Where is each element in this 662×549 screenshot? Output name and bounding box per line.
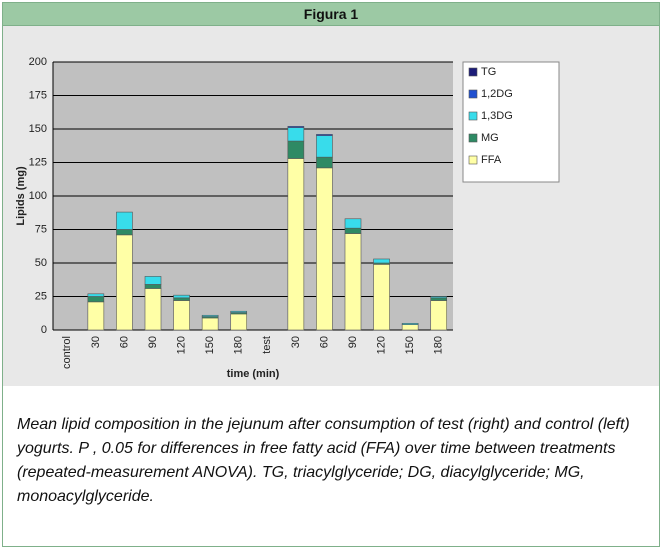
legend-box [462, 61, 560, 183]
y-axis-label: Lipids (mg) [15, 166, 27, 226]
bar-segment [173, 294, 190, 299]
x-tick-label: 120 [175, 336, 187, 354]
bar-segment [87, 301, 105, 331]
x-tick-label: 60 [118, 336, 130, 348]
bar-segment [201, 317, 219, 331]
x-tick-label: control [61, 336, 73, 369]
bar-segment [344, 227, 362, 234]
bar-segment [144, 276, 162, 285]
bar-segment [144, 284, 162, 289]
x-tick-label: 180 [433, 336, 445, 354]
x-axis-label: time (min) [227, 368, 280, 380]
y-tick-label: 50 [35, 257, 47, 269]
x-tick-label: 90 [347, 336, 359, 348]
bar-segment [344, 218, 362, 229]
legend-swatch [468, 133, 478, 143]
bar-segment [87, 296, 105, 303]
x-tick-label: 30 [90, 336, 102, 348]
caption: Mean lipid composition in the jejunum af… [17, 416, 630, 505]
bar-segment [173, 297, 190, 301]
bar-segment [116, 229, 133, 236]
bar-segment [144, 288, 162, 331]
y-tick-label: 75 [35, 223, 47, 235]
figure-title: Figura 1 [3, 3, 659, 26]
bar-segment [316, 135, 333, 158]
bar-segment [87, 293, 105, 297]
legend-label: FFA [481, 154, 502, 166]
bar-segment [430, 300, 448, 331]
x-tick-label: 120 [375, 336, 387, 354]
x-tick-label: 90 [147, 336, 159, 348]
bar-segment [373, 264, 390, 331]
x-tick-label: 60 [318, 336, 330, 348]
bar-segment [373, 258, 390, 264]
x-tick-label: 150 [404, 336, 416, 354]
bar-segment [173, 300, 190, 331]
bar-segment [116, 211, 133, 230]
y-tick-label: 150 [29, 123, 47, 135]
legend-swatch [468, 111, 478, 121]
bar-segment [287, 126, 305, 128]
bar-segment [201, 314, 219, 317]
bar-segment [230, 310, 248, 313]
y-tick-label: 25 [35, 290, 47, 302]
y-tick-label: 100 [29, 190, 47, 202]
bar-segment [230, 313, 248, 331]
y-tick-label: 175 [29, 89, 47, 101]
bar-segment [316, 134, 333, 137]
legend-swatch [468, 67, 478, 77]
legend-label: 1,3DG [481, 110, 513, 122]
legend-label: TG [481, 66, 496, 78]
legend-swatch [468, 89, 478, 99]
bar-segment [116, 234, 133, 331]
bar-segment [287, 158, 305, 331]
bar-segment [287, 127, 305, 142]
bar-segment [316, 156, 333, 169]
bar-segment [401, 322, 419, 325]
x-tick-label: test [261, 336, 273, 354]
x-tick-label: 180 [233, 336, 245, 354]
bar-segment [344, 233, 362, 331]
chart: Lipids (mg) time (min) 0 25 50 75 100 125 150 1… [3, 26, 659, 386]
bar-segment [401, 324, 419, 331]
y-tick-label: 0 [41, 324, 47, 336]
legend-label: MG [481, 132, 499, 144]
bar-segment [287, 140, 305, 159]
bar-segment [316, 167, 333, 331]
x-tick-label: 30 [290, 336, 302, 348]
x-tick-label: 150 [204, 336, 216, 354]
bar-segment [430, 297, 448, 301]
y-tick-label: 125 [29, 156, 47, 168]
bar-segment [430, 296, 448, 299]
y-tick-label: 200 [29, 56, 47, 68]
legend-label: 1,2DG [481, 88, 513, 100]
legend-swatch [468, 155, 478, 165]
